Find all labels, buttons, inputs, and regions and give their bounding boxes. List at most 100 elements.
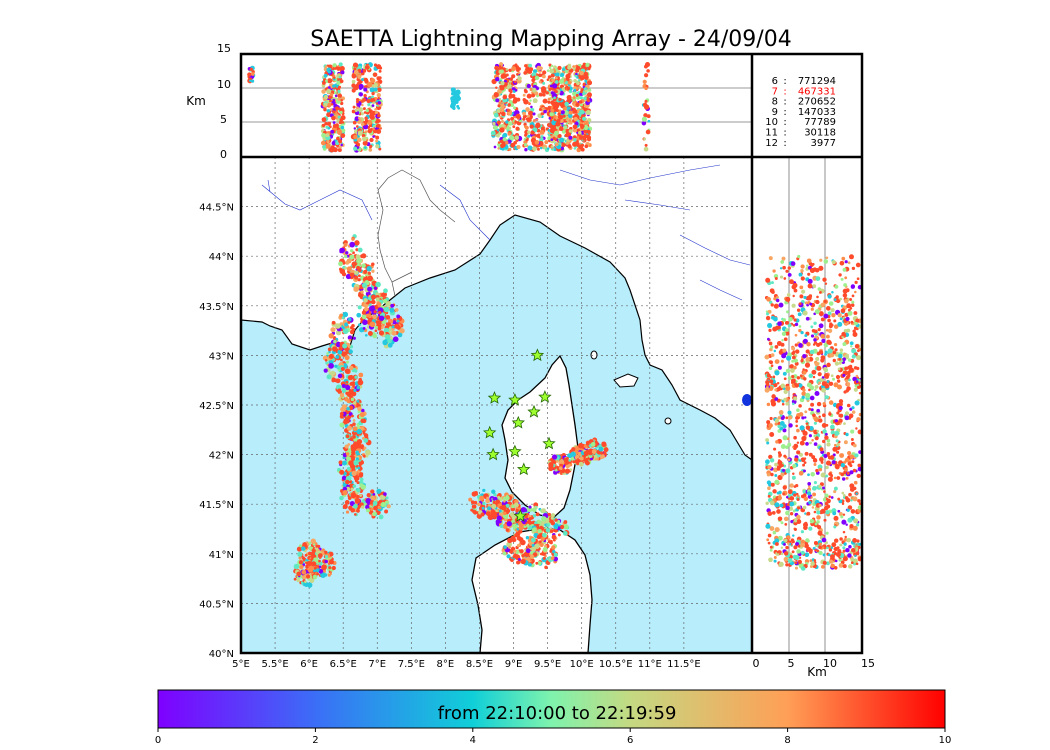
altitude-source	[502, 134, 506, 138]
side-source	[787, 272, 792, 277]
lightning-source	[345, 384, 351, 391]
side-source	[792, 472, 795, 475]
altitude-source	[580, 143, 585, 147]
side-source	[825, 465, 829, 470]
side-source	[807, 484, 811, 488]
lightning-source	[301, 569, 307, 575]
lightning-source	[370, 294, 377, 300]
lightning-source	[584, 451, 589, 455]
lightning-source	[396, 319, 400, 323]
lightning-source	[338, 261, 343, 267]
station-star	[508, 392, 522, 406]
altitude-source	[323, 102, 328, 107]
side-source	[791, 375, 795, 379]
lightning-source	[374, 329, 378, 333]
lightning-source	[355, 450, 359, 454]
lightning-source	[321, 564, 327, 571]
altitude-source	[527, 114, 530, 118]
side-source	[818, 350, 824, 355]
lightning-source	[557, 533, 561, 537]
side-source	[833, 538, 839, 543]
side-source	[819, 377, 825, 382]
side-source	[810, 307, 814, 311]
lightning-source	[342, 460, 347, 466]
lightning-source	[551, 534, 557, 540]
side-source	[842, 493, 846, 497]
altitude-source	[553, 96, 556, 100]
side-source	[837, 509, 841, 513]
station-separator: :	[783, 138, 786, 149]
altitude-source	[358, 107, 364, 113]
lightning-source	[296, 571, 301, 577]
side-source	[841, 256, 846, 261]
map-ytick-label: 42°N	[209, 451, 234, 462]
altitude-source	[563, 125, 568, 130]
side-source	[850, 429, 855, 434]
altitude-source	[557, 65, 562, 71]
side-source	[795, 419, 799, 423]
lightning-source	[371, 262, 375, 267]
lightning-source	[586, 441, 590, 446]
side-source	[793, 443, 799, 449]
altitude-source	[340, 99, 343, 102]
side-source	[833, 565, 838, 570]
altitude-source	[553, 130, 559, 136]
colorbar-tick-label: 2	[312, 735, 318, 746]
lightning-source	[342, 328, 349, 335]
altitude-source	[536, 65, 542, 71]
side-source	[837, 497, 841, 501]
altitude-source	[515, 113, 521, 119]
side-source	[813, 312, 817, 316]
altitude-source	[321, 117, 327, 122]
side-source	[816, 401, 822, 407]
lightning-source	[299, 565, 304, 569]
side-source	[783, 397, 787, 402]
map-xtick-label: 7.5°E	[398, 659, 425, 670]
lightning-source	[568, 459, 572, 462]
altitude-source	[564, 70, 568, 74]
altitude-source	[586, 99, 590, 103]
side-source	[817, 328, 821, 332]
lightning-source	[535, 561, 539, 565]
side-source	[810, 402, 815, 407]
side-source	[790, 512, 793, 516]
altitude-source	[643, 73, 649, 78]
colorbar-ticks: 0 2 4 6 8 10	[155, 728, 951, 746]
side-source	[786, 542, 790, 545]
side-source	[827, 318, 831, 323]
side-source	[836, 379, 841, 383]
side-source	[785, 563, 789, 567]
side-source	[768, 454, 773, 460]
altitude-source	[568, 89, 573, 94]
altitude-source	[534, 140, 540, 145]
altitude-source	[361, 103, 364, 107]
station-star	[530, 348, 545, 362]
altitude-source	[332, 63, 337, 68]
side-source	[791, 378, 795, 383]
side-source	[773, 559, 777, 563]
lightning-source	[357, 247, 363, 253]
side-source	[779, 421, 785, 426]
side-source	[802, 430, 808, 436]
lightning-source	[560, 524, 565, 530]
lightning-source	[366, 492, 371, 498]
side-source	[803, 377, 807, 381]
lightning-source	[304, 580, 307, 584]
side-source	[849, 307, 853, 310]
lightning-source	[564, 468, 571, 474]
lightning-source	[334, 364, 338, 368]
side-source	[774, 462, 778, 467]
lightning-source	[337, 373, 343, 379]
altitude-source	[355, 97, 360, 102]
lightning-source	[339, 247, 345, 254]
lightning-source	[374, 304, 378, 308]
side-source	[793, 435, 797, 440]
side-source	[806, 341, 811, 347]
side-source	[807, 473, 810, 477]
lightning-source	[367, 286, 373, 292]
side-source	[774, 418, 780, 423]
side-source	[852, 525, 858, 531]
altitude-source	[580, 147, 585, 152]
altitude-source	[587, 80, 593, 86]
altitude-source	[322, 145, 326, 149]
